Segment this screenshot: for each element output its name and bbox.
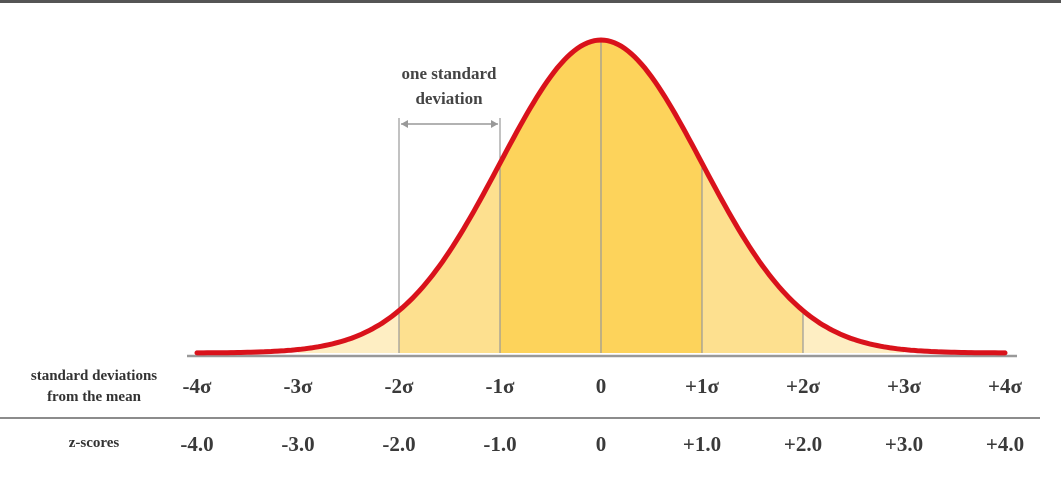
- z-tick-0: -4.0: [180, 432, 213, 456]
- sd-tick-6: +2σ: [786, 374, 820, 398]
- annotation-arrow: [401, 120, 498, 128]
- sd-tick-0: -4σ: [183, 374, 212, 398]
- sd-row-label-line2: from the mean: [47, 389, 142, 405]
- sd-tick-2: -2σ: [385, 374, 414, 398]
- sd-tick-7: +3σ: [887, 374, 921, 398]
- top-border: [0, 0, 1061, 3]
- z-tick-5: +1.0: [683, 432, 721, 456]
- z-row-label: z-scores: [69, 435, 120, 451]
- bell-curve: [194, 37, 1008, 356]
- z-score-labels: -4.0 -3.0 -2.0 -1.0 0 +1.0 +2.0 +3.0 +4.0: [180, 432, 1024, 456]
- band-4: [298, 310, 399, 353]
- z-tick-4: 0: [596, 432, 607, 456]
- arrow-head-left: [401, 120, 408, 128]
- annotation-line1: one standard: [402, 64, 497, 83]
- annotation-line2: deviation: [415, 89, 483, 108]
- sd-row-label-line1: standard deviations: [31, 368, 157, 384]
- sd-tick-4: 0: [596, 374, 607, 398]
- z-tick-1: -3.0: [281, 432, 314, 456]
- sd-tick-3: -1σ: [486, 374, 515, 398]
- z-tick-8: +4.0: [986, 432, 1024, 456]
- z-tick-6: +2.0: [784, 432, 822, 456]
- sd-tick-labels: -4σ -3σ -2σ -1σ 0 +1σ +2σ +3σ +4σ: [183, 374, 1023, 398]
- arrow-head-right: [491, 120, 498, 128]
- z-tick-2: -2.0: [382, 432, 415, 456]
- annotation: one standard deviation: [401, 64, 498, 128]
- z-tick-7: +3.0: [885, 432, 923, 456]
- band-5: [803, 310, 904, 353]
- sd-tick-1: -3σ: [284, 374, 313, 398]
- z-tick-3: -1.0: [483, 432, 516, 456]
- sd-tick-8: +4σ: [988, 374, 1022, 398]
- sd-tick-5: +1σ: [685, 374, 719, 398]
